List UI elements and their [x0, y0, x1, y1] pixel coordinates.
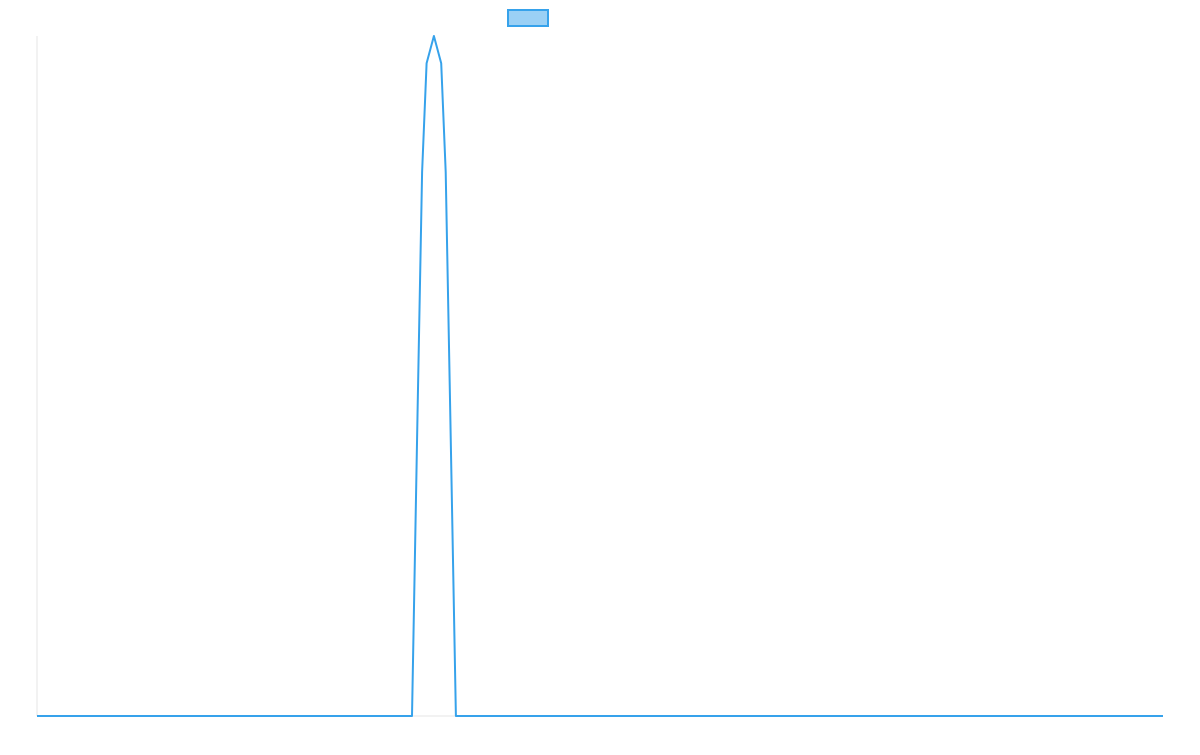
series-layer [37, 35, 1163, 717]
legend[interactable] [507, 9, 549, 27]
legend-item-0[interactable] [507, 9, 549, 27]
legend-swatch-0 [507, 9, 549, 27]
series-line-0[interactable] [37, 35, 1163, 717]
axes [36, 36, 1163, 717]
